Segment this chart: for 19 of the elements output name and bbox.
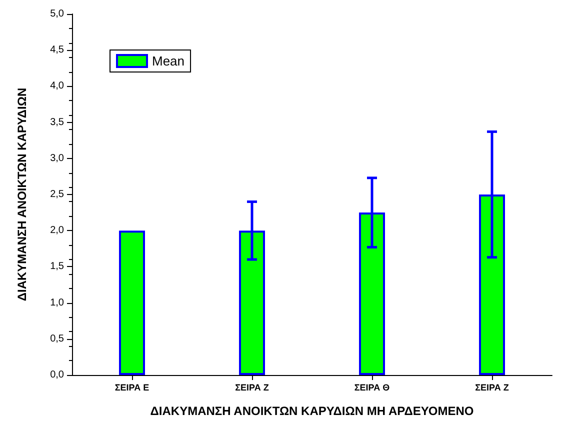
y-tick-label: 0,0	[50, 370, 64, 380]
bar	[119, 230, 145, 375]
x-tick-label: ΣΕΙΡΑ Θ	[354, 382, 390, 392]
x-tick-label: ΣΕΙΡΑ Ε	[114, 382, 150, 392]
x-tick-label: ΣΕΙΡΑ Ζ	[475, 382, 510, 392]
y-tick-label: 5,0	[50, 8, 64, 20]
y-tick-label: 3,5	[50, 116, 64, 128]
x-axis-title: ΔΙΑΚΥΜΑΝΣΗ ΑΝΟΙΚΤΩΝ ΚΑΡΥΔΙΩΝ ΜΗ ΑΡΔΕΥΟΜΕΝΟ	[150, 404, 474, 418]
y-tick-label: 2,5	[50, 189, 64, 200]
y-tick-label: 4,5	[50, 44, 64, 56]
y-tick-label: 3,0	[50, 152, 64, 164]
y-tick-label: 1,5	[50, 261, 64, 272]
y-tick-label: 2,0	[50, 225, 64, 236]
legend-label: Mean	[152, 54, 185, 68]
y-tick-label: 0,5	[50, 333, 64, 344]
y-tick-label: 4,0	[50, 80, 64, 92]
y-tick-label: 1,0	[50, 297, 64, 308]
x-tick-label: ΣΕΙΡΑ Ζ	[235, 382, 270, 392]
y-axis-title: ΔΙΑΚΥΜΑΝΣΗ ΑΝΟΙΚΤΩΝ ΚΑΡΥΔΙΩΝ	[15, 88, 29, 302]
